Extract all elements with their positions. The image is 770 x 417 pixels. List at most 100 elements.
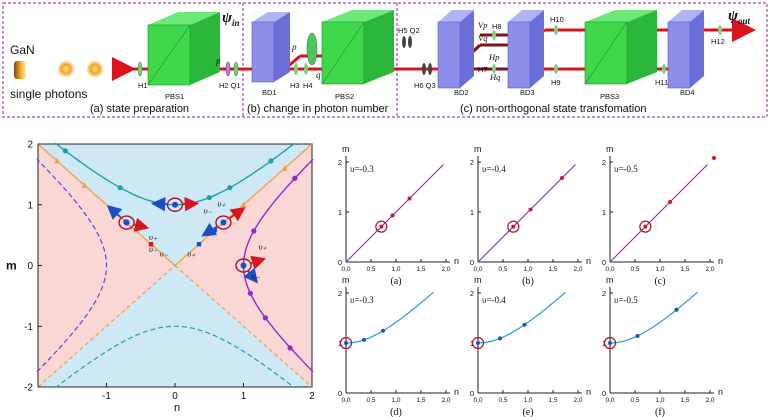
x-tick-label: 0,0 bbox=[473, 397, 482, 404]
y-tick-label: 2 bbox=[338, 289, 342, 298]
y-tick-label: -1 bbox=[24, 322, 33, 333]
label-p1: p bbox=[215, 56, 221, 66]
flow-arrow bbox=[249, 255, 267, 270]
data-point bbox=[54, 158, 61, 164]
label-h1: H1 bbox=[138, 81, 148, 90]
flow-arrow bbox=[182, 196, 200, 212]
arrow-label: υ₋ bbox=[252, 271, 261, 281]
flow-arrow bbox=[229, 207, 246, 222]
stage-a-caption: (a) state preparation bbox=[90, 103, 189, 115]
bd3-block bbox=[507, 10, 544, 89]
x-axis-label: n bbox=[718, 256, 723, 266]
y-tick-label: 2 bbox=[27, 140, 33, 151]
label-pbs3: PBS3 bbox=[600, 92, 619, 101]
waveplate-icon bbox=[422, 63, 426, 75]
panel-label: (c) bbox=[654, 276, 665, 287]
waveplate-icon bbox=[225, 61, 231, 77]
label-hp: Hp bbox=[488, 52, 499, 62]
x-tick-label: 0,5 bbox=[498, 397, 507, 404]
theory-curve bbox=[609, 291, 698, 344]
x-tick-label: 0,5 bbox=[498, 266, 507, 273]
x-tick-label: 0,0 bbox=[341, 266, 350, 273]
x-tick-label: 0,5 bbox=[630, 266, 639, 273]
data-point bbox=[476, 341, 480, 345]
data-point bbox=[247, 290, 253, 296]
label-bd2: BD2 bbox=[454, 88, 469, 97]
y-tick-label: -2 bbox=[24, 383, 33, 394]
y-axis-label: m bbox=[606, 144, 614, 154]
waveplate-icon bbox=[662, 64, 666, 74]
subchart-f: 0,0 0,5 1,0 1,5 2,0 0 1 2m n υ=-0.5 (f) bbox=[602, 275, 723, 417]
arrow-label: υ₊ bbox=[217, 199, 226, 209]
x-tick-label: 1,5 bbox=[416, 397, 425, 404]
waveplate-icon bbox=[304, 63, 308, 75]
gan-source-icon bbox=[14, 61, 26, 79]
x-tick-label: 2,0 bbox=[441, 266, 450, 273]
y-tick-label: 2 bbox=[602, 158, 606, 167]
data-point bbox=[674, 307, 679, 312]
y-tick-label: 0 bbox=[602, 389, 606, 398]
waveplate-icon bbox=[428, 63, 432, 75]
plot-area bbox=[478, 293, 578, 393]
label-pbs2: PBS2 bbox=[335, 92, 354, 101]
y-tick-label: 1 bbox=[338, 339, 342, 348]
panel-label: (f) bbox=[655, 407, 665, 417]
circled-point bbox=[375, 220, 388, 233]
x-tick-label: 0,5 bbox=[630, 397, 639, 404]
y-tick-label: 2 bbox=[470, 158, 474, 167]
label-vp: Vp bbox=[478, 20, 487, 30]
data-point bbox=[268, 158, 274, 164]
state-point bbox=[220, 219, 227, 226]
bd4-block bbox=[667, 10, 704, 89]
data-point bbox=[608, 341, 612, 345]
x-tick-label: 0,5 bbox=[366, 266, 375, 273]
circled-point bbox=[471, 336, 485, 350]
data-point bbox=[206, 194, 212, 201]
label-h5q2: H5 Q2 bbox=[398, 26, 420, 35]
label-bd1: BD1 bbox=[262, 88, 277, 97]
data-point bbox=[390, 213, 395, 218]
waveplate-icon bbox=[408, 36, 412, 48]
waveplate-icon bbox=[492, 64, 496, 74]
label-h12: H12 bbox=[711, 37, 725, 46]
x-tick-label: 1,0 bbox=[655, 397, 664, 404]
state-point bbox=[172, 201, 178, 208]
panel-label: (a) bbox=[390, 276, 401, 287]
y-axis-label: m bbox=[342, 144, 350, 154]
circled-point bbox=[215, 215, 232, 230]
data-point bbox=[379, 224, 384, 229]
circled-point bbox=[339, 336, 353, 350]
label-bd4: BD4 bbox=[680, 88, 695, 97]
stage-b-caption: (b) change in photon number bbox=[247, 103, 389, 115]
theory-curve bbox=[477, 164, 576, 263]
label-h6q3: H6 Q3 bbox=[414, 81, 436, 90]
label-h3: H3 bbox=[290, 81, 300, 90]
waveplate-icon bbox=[492, 30, 496, 40]
y-tick-label: 0 bbox=[338, 258, 342, 267]
y-tick-label: 0 bbox=[338, 389, 342, 398]
flow-arrow bbox=[243, 267, 259, 284]
label-p2: p bbox=[291, 42, 297, 52]
waveplate-icon bbox=[554, 25, 558, 35]
data-point bbox=[668, 200, 672, 204]
upsilon-label: υ=-0.5 bbox=[614, 295, 638, 305]
x-axis-label: n bbox=[174, 402, 180, 414]
photon-icon bbox=[57, 60, 75, 78]
subchart-d: 0,0 0,5 1,0 1,5 2,0 0 1 2m n υ=-0.3 (d) bbox=[338, 275, 459, 417]
y-axis-label: m bbox=[6, 259, 17, 273]
theory-curve bbox=[345, 291, 434, 344]
data-point bbox=[287, 345, 293, 351]
data-point bbox=[498, 336, 502, 341]
x-axis-label: n bbox=[718, 387, 723, 397]
optical-setup: GaN single photons bbox=[2, 2, 768, 118]
arrow-label: υ₋ bbox=[204, 205, 213, 215]
x-axis-label: n bbox=[586, 387, 591, 397]
asymptote-lower-left bbox=[37, 265, 176, 388]
state-point bbox=[240, 262, 247, 269]
arrow-label: υ₊ bbox=[259, 242, 268, 252]
x-tick-label: 0,0 bbox=[473, 266, 482, 273]
data-point bbox=[344, 341, 348, 345]
